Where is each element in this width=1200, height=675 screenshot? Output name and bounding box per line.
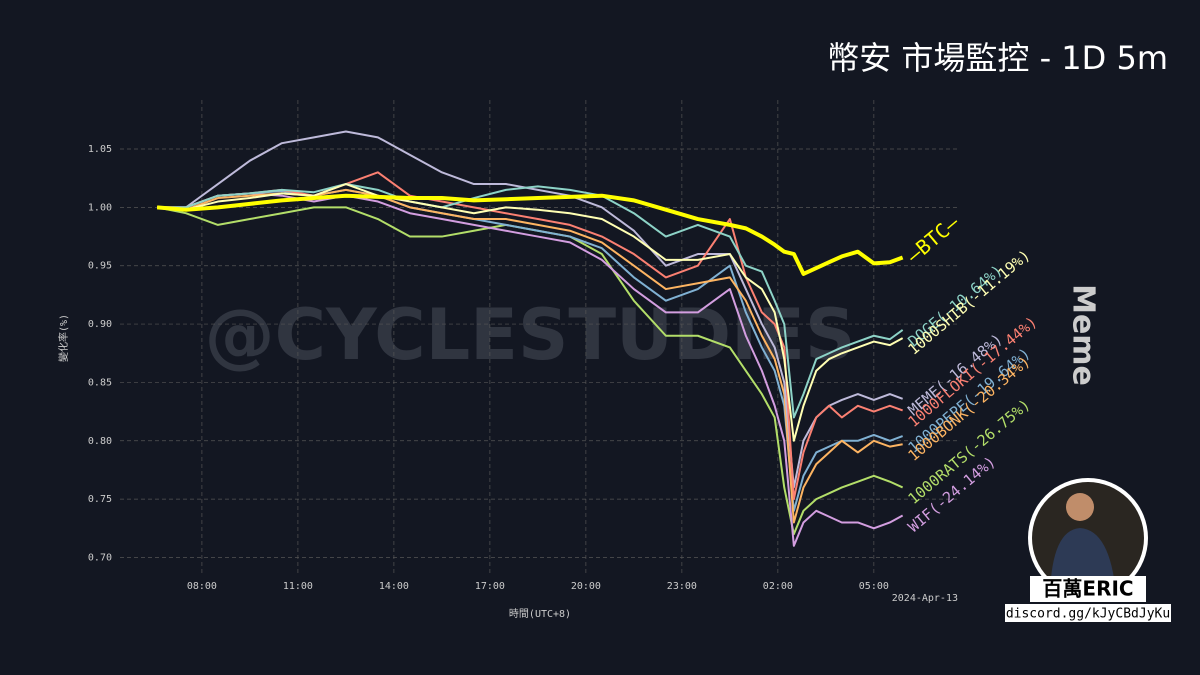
x-tick-label: 11:00	[283, 581, 313, 592]
series-line	[156, 193, 904, 276]
badge: 百萬ERIC discord.gg/kJyCBdJyKu	[1005, 478, 1171, 622]
watermark: @CYCLESTUDIES	[205, 294, 856, 376]
x-tick-label: 17:00	[475, 581, 505, 592]
series-line	[156, 206, 904, 536]
chart-title: 幣安 市場監控 - 1D 5m	[827, 39, 1168, 77]
x-tick-label: 23:00	[667, 581, 697, 592]
series-line	[157, 192, 904, 547]
group-label: Meme	[1066, 284, 1101, 386]
y-tick-label: 0.80	[88, 436, 112, 447]
badge-name-bg	[1030, 576, 1146, 602]
y-tick-label: 1.05	[88, 144, 112, 155]
y-tick-label: 0.90	[88, 319, 112, 330]
y-tick-label: 0.75	[88, 494, 112, 505]
avatar-head	[1066, 493, 1094, 521]
badge-link-bg	[1005, 604, 1171, 622]
x-tick-label: 05:00	[859, 581, 889, 592]
y-tick-label: 0.95	[88, 261, 112, 272]
x-axis-label: 時間(UTC+8)	[509, 608, 571, 620]
x-tick-label: 02:00	[763, 581, 793, 592]
badge-name: 百萬ERIC	[1042, 577, 1133, 601]
x-tick-label: 20:00	[571, 581, 601, 592]
x-tick-label: 08:00	[187, 581, 217, 592]
y-tick-label: 0.85	[88, 377, 112, 388]
series-line	[157, 183, 904, 419]
series-line	[157, 183, 904, 442]
series-label: —BTC—	[902, 210, 964, 268]
x-tick-label: 14:00	[379, 581, 409, 592]
date-label: 2024-Apr-13	[892, 593, 958, 604]
badge-link: discord.gg/kJyCBdJyKu	[1006, 607, 1170, 622]
y-axis-label: 變化率(%)	[57, 314, 70, 362]
y-tick-label: 1.00	[88, 202, 112, 213]
y-tick-label: 0.70	[88, 552, 112, 563]
